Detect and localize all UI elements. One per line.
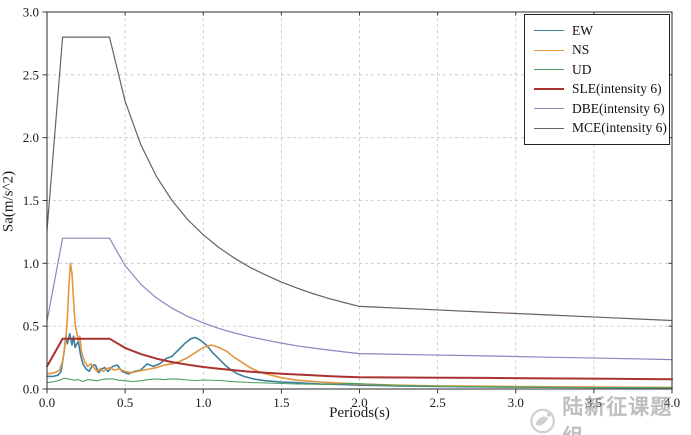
x-tick-label: 0.0: [39, 395, 55, 410]
y-tick-label: 2.0: [23, 130, 39, 145]
y-tick-label: 2.5: [23, 67, 39, 82]
legend-item-dbe-intensity-6-: DBE(intensity 6): [534, 99, 665, 119]
x-tick-label: 3.5: [586, 395, 602, 410]
y-axis-title: Sa(m/s^2): [0, 170, 17, 233]
legend-item-ew: EW: [534, 21, 661, 41]
legend-label: UD: [572, 61, 592, 77]
legend-item-ud: UD: [534, 60, 661, 80]
legend-label: EW: [572, 22, 593, 38]
legend-swatch: [534, 127, 564, 129]
x-tick-label: 4.0: [664, 395, 680, 410]
legend-item-sle-intensity-6-: SLE(intensity 6): [534, 80, 662, 100]
legend-swatch: [534, 69, 564, 71]
y-tick-label: 0.5: [23, 319, 39, 334]
y-tick-label: 1.0: [23, 256, 39, 271]
legend-label: MCE(intensity 6): [572, 120, 667, 136]
legend-swatch: [534, 30, 564, 32]
legend-item-mce-intensity-6-: MCE(intensity 6): [534, 119, 667, 139]
series-line-ew: [46, 332, 673, 389]
x-tick-label: 1.0: [195, 395, 211, 410]
x-tick-label: 2.0: [351, 395, 367, 410]
series-line-sle-intensity-6-: [46, 337, 673, 381]
x-tick-label: 2.5: [430, 395, 446, 410]
x-tick-label: 1.5: [273, 395, 289, 410]
legend: EW NS UD SLE(intensity 6) DBE(intensity 6) MC…: [524, 14, 670, 145]
legend-label: SLE(intensity 6): [572, 81, 662, 97]
legend-swatch: [534, 108, 564, 110]
series-line-mce-intensity-6-: [46, 36, 673, 322]
x-axis-title: Periods(s): [329, 405, 390, 421]
y-tick-label: 0.0: [23, 382, 39, 397]
legend-label: DBE(intensity 6): [572, 100, 665, 116]
y-tick-label: 3.0: [23, 5, 39, 20]
x-tick-label: 0.5: [117, 395, 133, 410]
series-line-dbe-intensity-6-: [46, 237, 673, 361]
legend-swatch: [534, 49, 564, 51]
legend-label: NS: [572, 42, 590, 58]
series-line-ud: [46, 377, 673, 389]
legend-item-ns: NS: [534, 41, 661, 61]
y-tick-label: 1.5: [23, 193, 39, 208]
series-line-ns: [46, 262, 673, 389]
legend-swatch: [534, 88, 564, 91]
x-tick-label: 3.0: [508, 395, 524, 410]
